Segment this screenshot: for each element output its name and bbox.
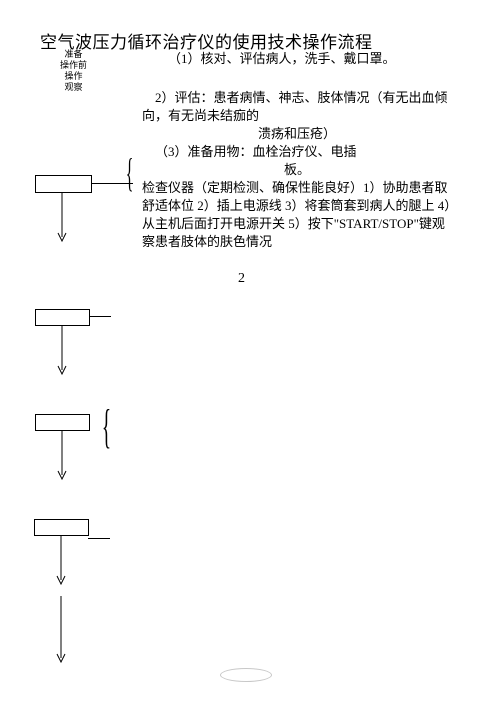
step-3b: 板。 <box>142 161 452 179</box>
arrow-icon-1 <box>56 193 68 245</box>
flow-box-2 <box>35 309 90 326</box>
connector-line-3 <box>88 538 110 539</box>
brace-icon-2: { <box>102 403 111 451</box>
label-operate: 操作 <box>60 71 87 82</box>
label-observe: 观察 <box>60 82 87 93</box>
flow-box-4 <box>34 519 89 536</box>
step-1: （1）核对、评估病人，洗手、戴口罩。 <box>142 50 452 68</box>
step-4: 检查仪器（定期检测、确保性能良好）1）协助患者取舒适体位 2）插上电源线 3）将… <box>142 179 452 251</box>
ellipse-shadow-icon <box>220 668 272 682</box>
label-prep: 准备 <box>60 49 87 60</box>
side-labels: 准备 操作前 操作 观察 <box>60 49 87 93</box>
flow-box-3 <box>35 414 90 431</box>
step-3: （3）准备用物：血栓治疗仪、电插 <box>142 143 452 161</box>
flow-box-1 <box>35 175 92 193</box>
step-2b: 溃疡和压疮） <box>142 125 452 143</box>
label-before: 操作前 <box>60 60 87 71</box>
page-number: 2 <box>238 271 245 287</box>
step-2: 2）评估：患者病情、神志、肢体情况（有无出血倾向，有无尚未结痂的 <box>142 89 452 125</box>
connector-line-1 <box>91 183 133 184</box>
connector-line-2 <box>89 316 111 317</box>
arrow-icon-5 <box>55 596 67 666</box>
arrow-icon-3 <box>56 431 68 483</box>
arrow-icon-2 <box>56 326 68 378</box>
brace-icon-1: { <box>126 153 134 193</box>
arrow-icon-4 <box>55 536 67 588</box>
